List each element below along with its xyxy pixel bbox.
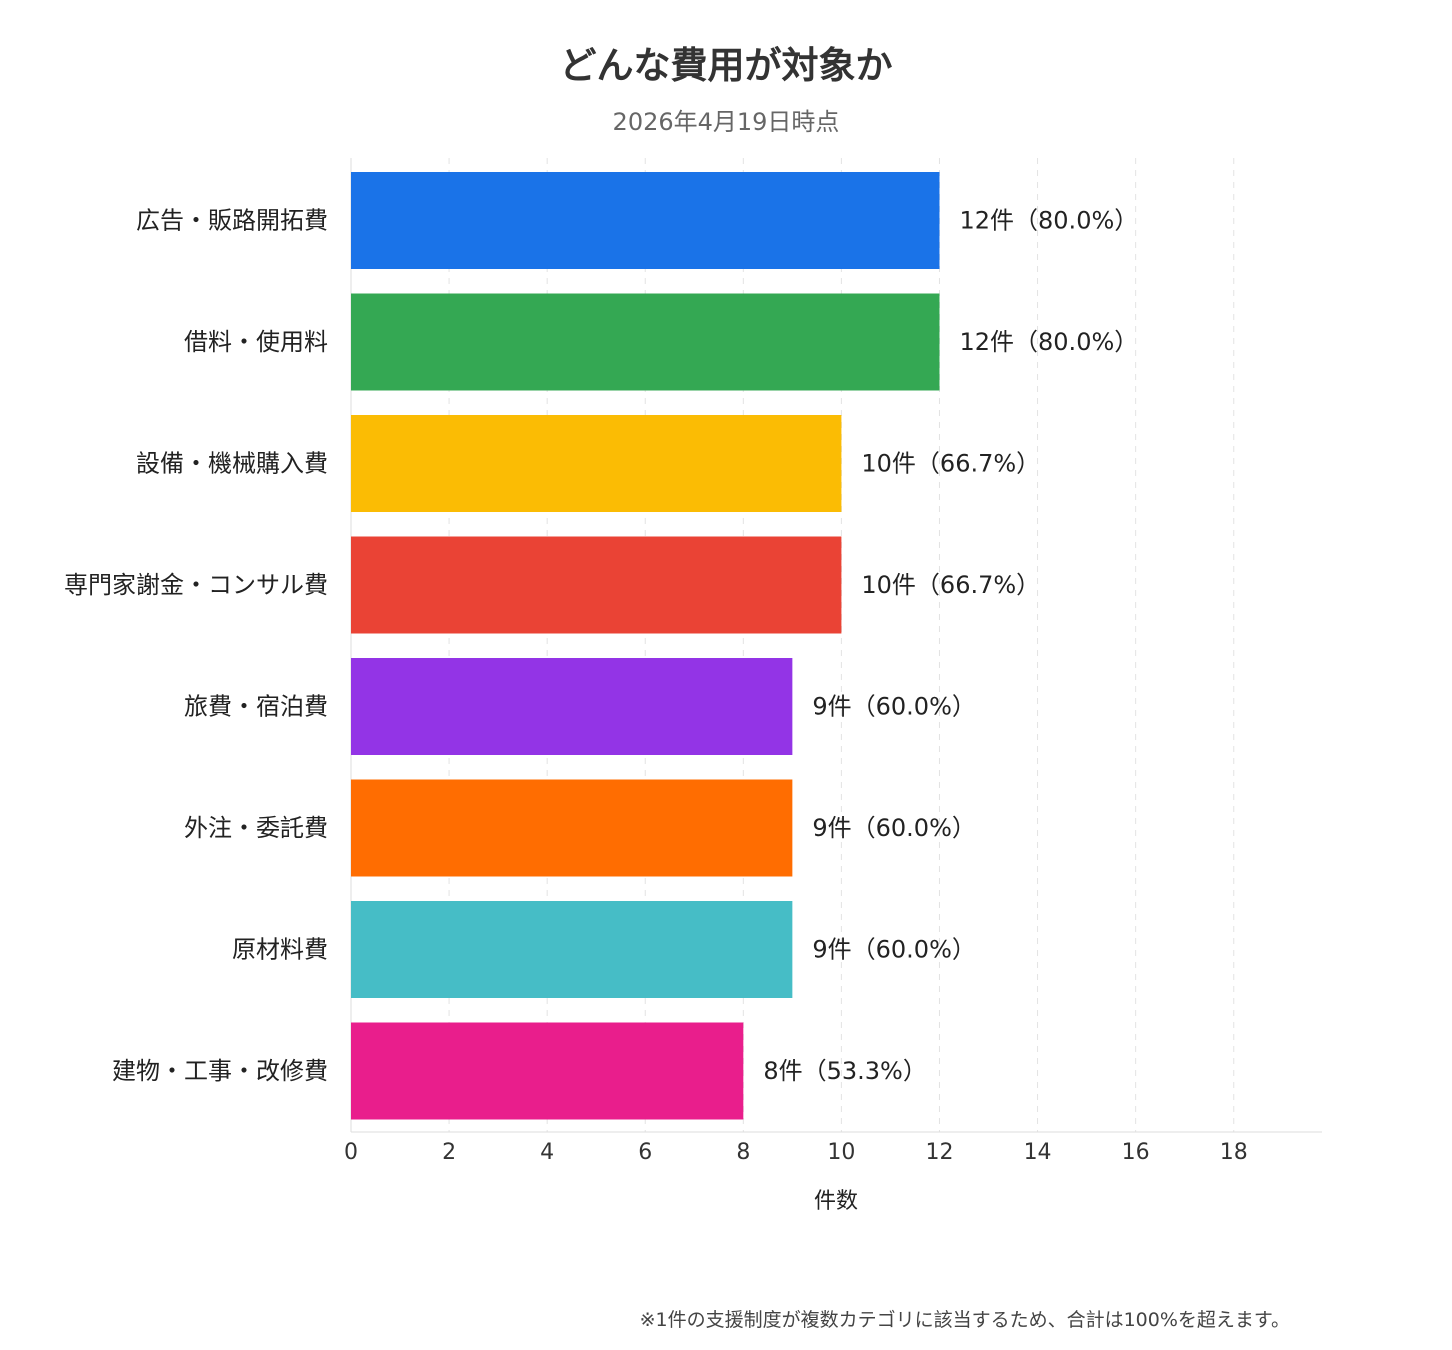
x-tick-label: 12 [925, 1140, 953, 1165]
x-tick-label: 2 [442, 1140, 456, 1165]
x-tick-label: 0 [344, 1140, 358, 1165]
category-label: 広告・販路開拓費 [136, 207, 328, 235]
value-labels: 12件（80.0%） 12件（80.0%） 10件（66.7%） 10件（66.7%）… [763, 207, 1138, 1086]
bar [351, 901, 793, 998]
category-label: 原材料費 [232, 936, 328, 964]
bar [351, 536, 842, 634]
x-tick-label: 6 [638, 1140, 652, 1165]
x-tick-label: 10 [827, 1140, 855, 1165]
bar [351, 1022, 744, 1120]
bar [351, 293, 940, 391]
bar [351, 415, 842, 512]
chart-title: どんな費用が対象か [560, 44, 893, 87]
x-tick-label: 4 [540, 1140, 554, 1165]
bars [351, 172, 940, 1120]
data-label: 9件（60.0%） [812, 936, 976, 964]
category-label: 設備・機械購入費 [136, 450, 328, 478]
bar [351, 779, 793, 877]
x-tick-label: 8 [736, 1140, 750, 1165]
x-axis-ticks: 0 2 4 6 8 10 12 14 16 18 [344, 1140, 1248, 1165]
category-label: 旅費・宿泊費 [184, 693, 328, 721]
data-label: 12件（80.0%） [959, 328, 1138, 356]
x-axis-title: 件数 [814, 1189, 858, 1214]
category-label: 借料・使用料 [184, 328, 328, 356]
category-labels: 広告・販路開拓費借料・使用料設備・機械購入費専門家謝金・コンサル費旅費・宿泊費外… [64, 207, 328, 1086]
footnote: ※1件の支援制度が複数カテゴリに該当するため、合計は100%を超えます。 [640, 1309, 1290, 1331]
bar [351, 658, 793, 755]
category-label: 専門家謝金・コンサル費 [64, 571, 328, 599]
x-tick-label: 14 [1024, 1140, 1052, 1165]
bar [351, 172, 940, 269]
data-label: 9件（60.0%） [812, 693, 976, 721]
chart-subtitle: 2026年4月19日時点 [613, 108, 840, 136]
data-label: 10件（66.7%） [861, 450, 1040, 478]
data-label: 12件（80.0%） [959, 207, 1138, 235]
x-tick-label: 18 [1220, 1140, 1248, 1165]
data-label: 8件（53.3%） [763, 1057, 927, 1085]
category-label: 建物・工事・改修費 [112, 1057, 328, 1085]
category-label: 外注・委託費 [184, 814, 328, 842]
data-label: 10件（66.7%） [861, 571, 1040, 599]
data-label: 9件（60.0%） [812, 814, 976, 842]
x-tick-label: 16 [1122, 1140, 1150, 1165]
